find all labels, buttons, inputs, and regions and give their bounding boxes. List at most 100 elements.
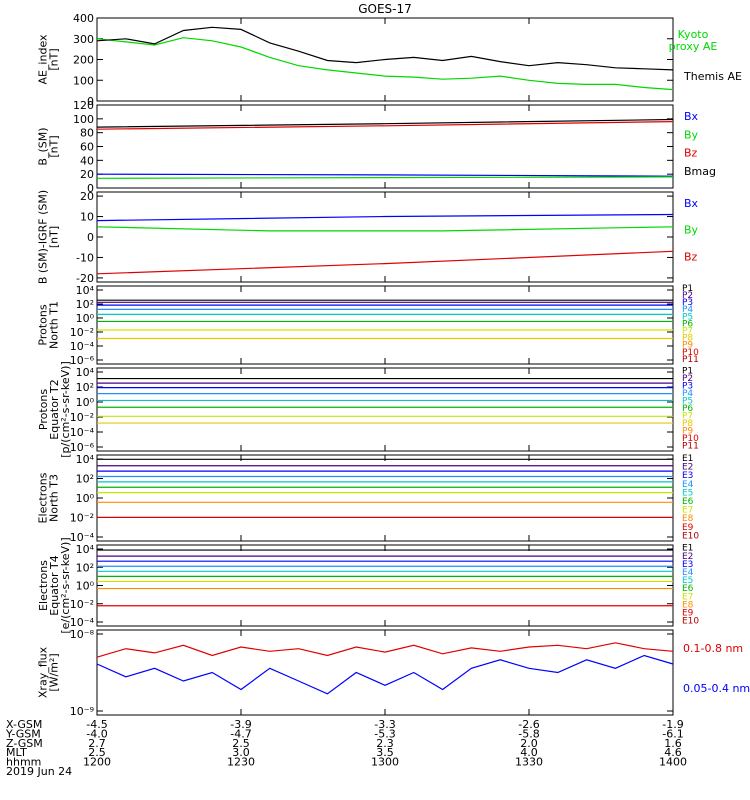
footer-value: -4.7 [230,727,251,740]
legend-entry: E4 [682,480,694,490]
y-tick-label: 10⁰ [76,312,95,325]
y-tick-label: 10⁻² [70,512,94,525]
legend-entry: E2 [682,552,693,562]
y-tick-label: 400 [73,12,94,25]
panel-frame [96,191,674,283]
y-tick-label: 10⁻² [70,411,94,424]
panel-3: -20 -10 0 10 20 B (SM)-IGRF (SM)[nT] Bx By Bz [37,190,699,285]
legend-entry: P11 [682,355,699,365]
footer-value: 1300 [371,756,399,769]
y-axis-label: Protons [37,304,50,345]
legend-entry: P8 [682,334,693,344]
y-tick-label: -20 [76,272,94,285]
legend-entry: P3 [682,381,693,391]
legend-entry: P2 [682,291,693,301]
legend-entry: E9 [682,523,694,533]
legend-entry: P6 [682,319,693,329]
footer-value: 2.5 [232,737,250,750]
y-axis-label: [nT] [48,226,61,248]
y-tick-label: 300 [73,33,94,46]
y-tick-label: 0 [87,182,94,195]
legend-entry: 0.05-0.4 nm [683,682,750,695]
y-tick-label: 120 [73,99,94,112]
y-tick-label: 100 [73,74,94,87]
y-axis-label: B (SM)-IGRF (SM) [37,190,50,284]
footer-value: 4.6 [664,746,682,759]
y-axis-label: Protons [37,389,50,430]
legend-entry: P9 [682,341,693,351]
y-tick-label: 10⁻⁶ [70,441,95,454]
series-line-2 [96,121,674,130]
y-tick-label: 10⁰ [76,396,95,409]
panel-8: 10⁻⁸ 10⁻⁹ Xray_flux[W/m²] 0.1-0.8 nm 0.05-0.… [37,628,750,718]
legend-entry: Bz [684,250,698,263]
legend-entry: Bx [684,110,699,123]
footer-value: 1400 [659,756,687,769]
legend-entry: E2 [682,463,693,473]
y-tick-label: 200 [73,54,94,67]
legend-entry: E6 [682,497,694,507]
panel-frame [96,629,674,716]
panel-frame [96,285,674,365]
footer-value: -5.3 [374,727,395,740]
y-axis-label: Electrons [37,472,50,523]
legend-entry: E7 [682,592,693,602]
footer-value: 3.5 [376,746,394,759]
y-tick-label: 10⁴ [76,453,95,466]
footer-value: -5.8 [518,727,539,740]
footer-value: -3.9 [230,718,251,731]
y-axis-label: Electrons [37,560,50,611]
series-line-1 [96,654,674,695]
footer-row-label: X-GSM [6,718,42,731]
footer-row-label: hhmm [6,756,41,769]
y-tick-label: 60 [80,141,94,154]
footer-value: 1230 [227,756,255,769]
footer-value: -2.6 [518,718,539,731]
y-axis-label: AE_index [37,34,50,85]
series-line-1 [96,226,674,232]
footer-row-label: MLT [6,746,27,759]
legend-entry: P10 [682,434,699,444]
y-tick-label: 80 [80,127,94,140]
panel-frame [96,544,674,627]
y-axis-label: [W/m²] [48,653,61,691]
legend-entry: P9 [682,427,693,437]
y-axis-label: North T3 [48,474,61,522]
y-tick-label: 10⁻⁴ [70,426,95,439]
legend-entry: E4 [682,568,694,578]
legend-entry: E9 [682,608,694,618]
footer-value: 1.6 [664,737,682,750]
footer-value: 1330 [515,756,543,769]
legend-entry: E10 [682,531,699,541]
footer-value: 3.0 [232,746,250,759]
y-tick-label: 10⁻⁴ [70,616,95,629]
legend-entry: P10 [682,348,699,358]
y-tick-label: 10 [80,211,94,224]
legend-entry: E3 [682,560,693,570]
series-line-0 [96,213,674,222]
y-tick-label: 0 [87,95,94,108]
y-axis-label: North T1 [48,301,61,349]
legend-entry: E5 [682,488,693,498]
legend-entry: E1 [682,454,693,464]
y-tick-label: 10² [76,473,94,486]
footer-value: -3.3 [374,718,395,731]
footer-value: 2.3 [376,737,394,750]
y-tick-label: 10⁻² [70,598,94,611]
y-axis-label: Equator T4 [48,555,61,615]
legend-entry: E3 [682,471,693,481]
legend-entry: P1 [682,366,693,376]
legend-entry: P6 [682,404,693,414]
footer-value: -1.9 [662,718,683,731]
legend-entry: P7 [682,412,693,422]
legend-entry: P1 [682,284,693,294]
footer-value: -4.0 [86,727,107,740]
legend-entry: Bmag [684,165,716,178]
y-tick-label: 10² [76,298,94,311]
